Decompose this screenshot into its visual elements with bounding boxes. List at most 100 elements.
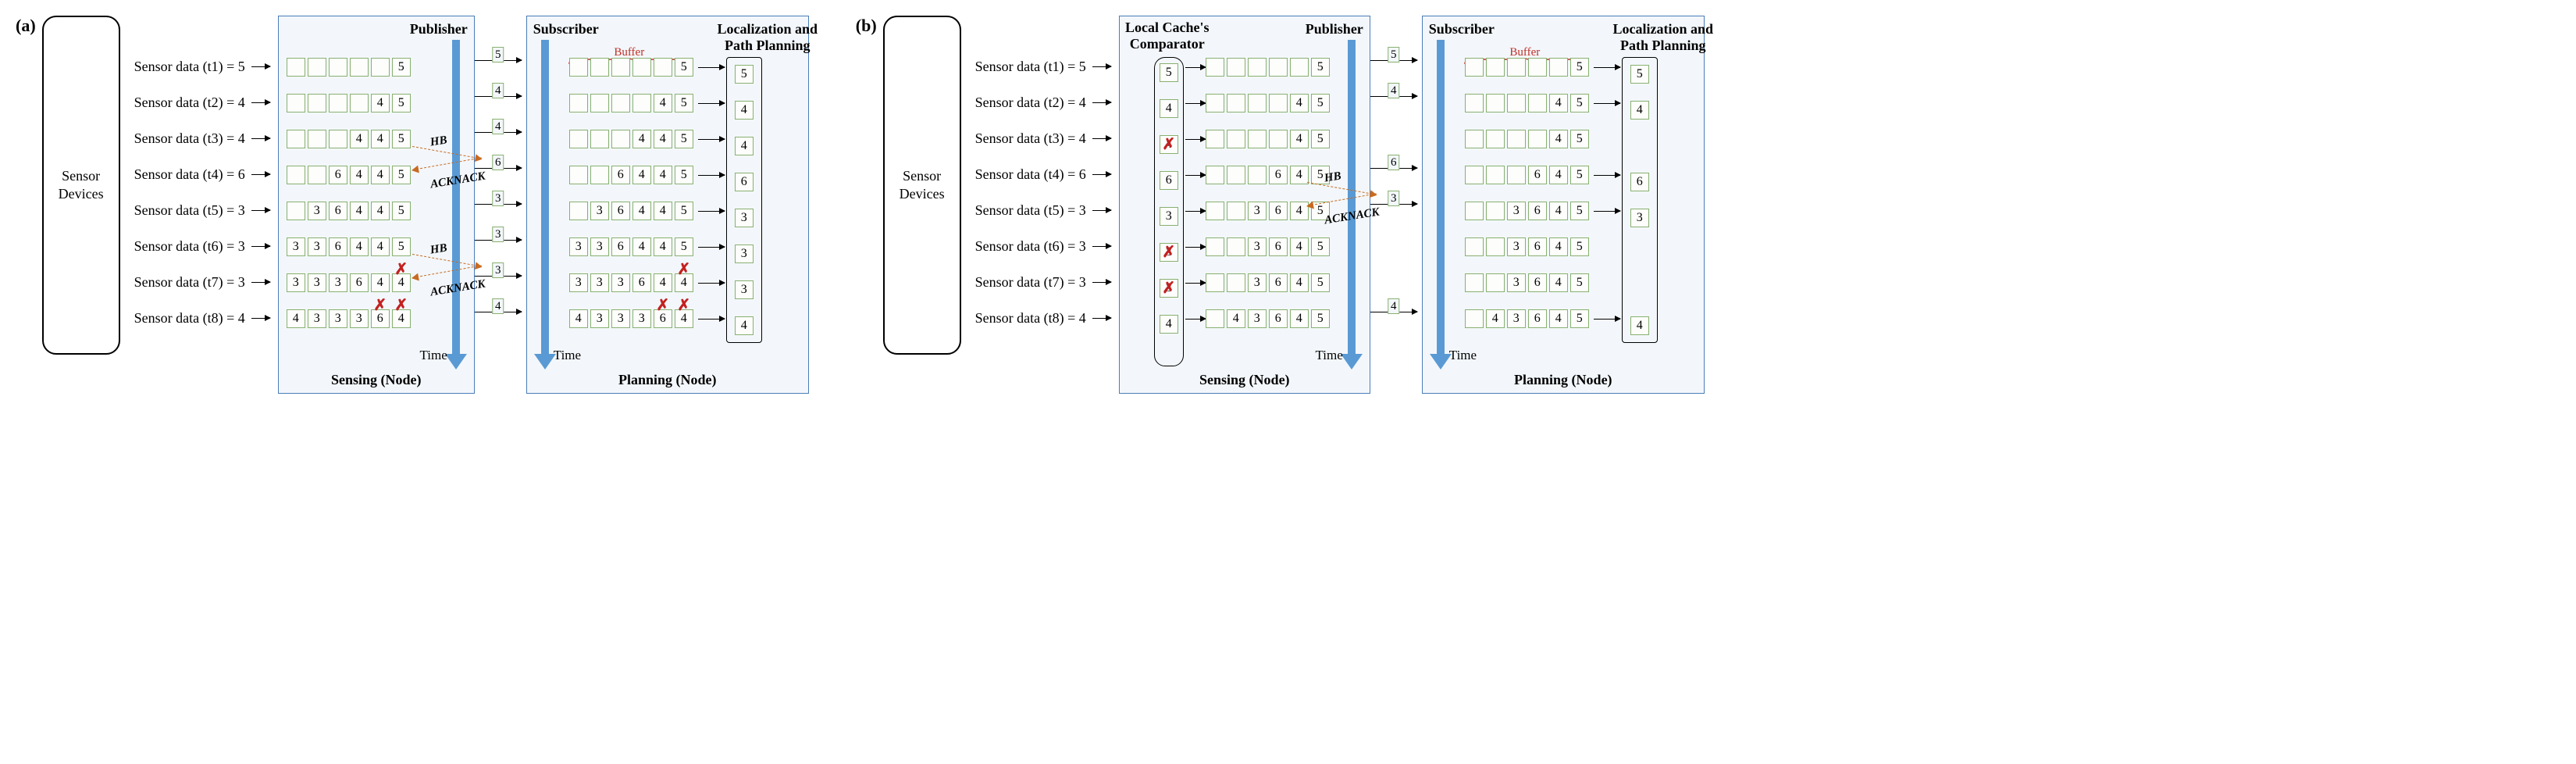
arrow-icon bbox=[251, 102, 270, 103]
output-row: 4 bbox=[735, 316, 754, 336]
buffer-cell bbox=[1528, 94, 1547, 112]
buffer-cell: 4 bbox=[1549, 94, 1568, 112]
buffer-cell: 4 bbox=[1486, 309, 1505, 328]
output-link-b bbox=[1594, 57, 1620, 366]
buffer-cell bbox=[308, 94, 326, 112]
sensor-data-row: Sensor data (t7) = 3 bbox=[975, 272, 1114, 292]
buffer-cell: 6 bbox=[1269, 166, 1288, 184]
buffer-cell bbox=[1486, 237, 1505, 256]
sensor-data-text: Sensor data (t1) = 5 bbox=[975, 59, 1086, 75]
buffer-cell bbox=[632, 94, 651, 112]
buffer-cell: 4✗ bbox=[675, 273, 693, 292]
buffer-row: 3645 bbox=[1465, 237, 1589, 257]
link-value: 4 bbox=[492, 298, 504, 314]
output-link-a bbox=[698, 57, 725, 366]
link-value: 4 bbox=[492, 83, 504, 98]
buffer-cell bbox=[569, 58, 588, 77]
publisher-buffers-b: 5454564536453645364543645 bbox=[1206, 57, 1330, 366]
link-row: 3 bbox=[475, 266, 522, 286]
arrow-icon bbox=[1092, 174, 1111, 175]
buffer-cell: 4 bbox=[1549, 273, 1568, 292]
buffer-row: 3645 bbox=[1465, 201, 1589, 221]
link-value: 4 bbox=[1388, 83, 1400, 98]
link-row bbox=[1185, 273, 1206, 293]
buffer-cell: 3 bbox=[611, 309, 630, 328]
sensor-data-text: Sensor data (t1) = 5 bbox=[134, 59, 245, 75]
link-row: 4 bbox=[475, 302, 522, 322]
arrow-icon bbox=[251, 210, 270, 211]
buffer-row: 3645 bbox=[1206, 273, 1330, 293]
link-row bbox=[1594, 201, 1620, 221]
buffer-cell bbox=[1206, 237, 1224, 256]
buffer-cell bbox=[1465, 130, 1484, 148]
buffer-cell bbox=[329, 58, 347, 77]
buffer-cell: 4 bbox=[632, 130, 651, 148]
buffer-cell bbox=[1248, 94, 1267, 112]
localization-label: Localization andPath Planning bbox=[1612, 21, 1714, 54]
sensor-data-text: Sensor data (t8) = 4 bbox=[975, 310, 1086, 327]
buffer-cell: 5 bbox=[1311, 130, 1330, 148]
buffer-cell: 3 bbox=[1248, 202, 1267, 220]
sensor-data-row: Sensor data (t4) = 6 bbox=[134, 164, 273, 184]
buffer-cell: 3 bbox=[569, 237, 588, 256]
buffer-cell: 4 bbox=[632, 166, 651, 184]
link-row: 4 bbox=[1370, 86, 1417, 106]
output-row: 6 bbox=[735, 172, 754, 192]
arrow-icon bbox=[1092, 66, 1111, 67]
buffer-cell bbox=[1465, 237, 1484, 256]
link-value: 6 bbox=[1388, 155, 1400, 170]
buffer-cell bbox=[287, 94, 305, 112]
buffer-cell: 3 bbox=[1507, 202, 1526, 220]
buffer-cell: 4 bbox=[1549, 202, 1568, 220]
link-value: 3 bbox=[492, 262, 504, 278]
buffer-cell bbox=[329, 94, 347, 112]
buffer-cell: 3 bbox=[590, 202, 609, 220]
buffer-cell: 4 bbox=[350, 202, 369, 220]
subscriber-buffers-a: 545445644536445336445333644✗43336✗4✗ bbox=[569, 57, 693, 329]
buffer-cell: 5 bbox=[1311, 237, 1330, 256]
buffer-cell: 5 bbox=[1311, 58, 1330, 77]
comparator-row: 4✗ bbox=[1160, 134, 1178, 155]
buffer-cell: 5 bbox=[1160, 63, 1178, 82]
link-row bbox=[698, 165, 725, 185]
buffer-cell: 4 bbox=[1630, 101, 1649, 120]
link-row bbox=[1185, 309, 1206, 329]
buffer-cell: 4 bbox=[1630, 316, 1649, 335]
arrow-icon bbox=[251, 318, 270, 319]
link-row: 4 bbox=[1370, 302, 1417, 322]
buffer-cell: 4✗ bbox=[675, 309, 693, 328]
buffer-cell: 3 bbox=[611, 273, 630, 292]
buffer-row: 45 bbox=[1465, 129, 1589, 149]
buffer-cell: 5 bbox=[1311, 273, 1330, 292]
sensor-data-text: Sensor data (t4) = 6 bbox=[134, 166, 245, 183]
buffer-cell bbox=[1486, 273, 1505, 292]
buffer-cell: 6 bbox=[1269, 273, 1288, 292]
output-row: 4 bbox=[735, 100, 754, 120]
buffer-cell bbox=[1227, 94, 1245, 112]
buffer-cell bbox=[590, 58, 609, 77]
buffer-cell bbox=[308, 58, 326, 77]
buffer-cell: 3 bbox=[308, 202, 326, 220]
output-row: 3 bbox=[735, 244, 754, 264]
sensing-node-a: Publisher Time 5454456445364453364453336… bbox=[278, 16, 475, 394]
buffer-cell: 6 bbox=[1528, 273, 1547, 292]
buffer-cell: 6✗ bbox=[371, 309, 390, 328]
comparator-row: 4 bbox=[1160, 314, 1178, 334]
buffer-cell: 3✗ bbox=[1160, 279, 1178, 298]
output-box-b: 54634 bbox=[1622, 57, 1658, 343]
buffer-cell bbox=[1465, 202, 1484, 220]
buffer-cell: 4 bbox=[735, 101, 754, 120]
buffer-cell: 6 bbox=[1528, 202, 1547, 220]
buffer-cell bbox=[287, 166, 305, 184]
buffer-cell: 4✗ bbox=[1160, 135, 1178, 154]
arrow-icon bbox=[1092, 102, 1111, 103]
output-box-a: 54463334 bbox=[726, 57, 762, 343]
comparator-row: 5 bbox=[1160, 62, 1178, 83]
buffer-cell: 4 bbox=[371, 94, 390, 112]
link-row: 4 bbox=[475, 122, 522, 142]
link-row: 3 bbox=[475, 230, 522, 250]
buffer-cell: 4 bbox=[735, 137, 754, 155]
sensor-data-text: Sensor data (t6) = 3 bbox=[134, 238, 245, 255]
hb-label: HB bbox=[429, 134, 447, 149]
sensor-data-row: Sensor data (t8) = 4 bbox=[975, 308, 1114, 328]
